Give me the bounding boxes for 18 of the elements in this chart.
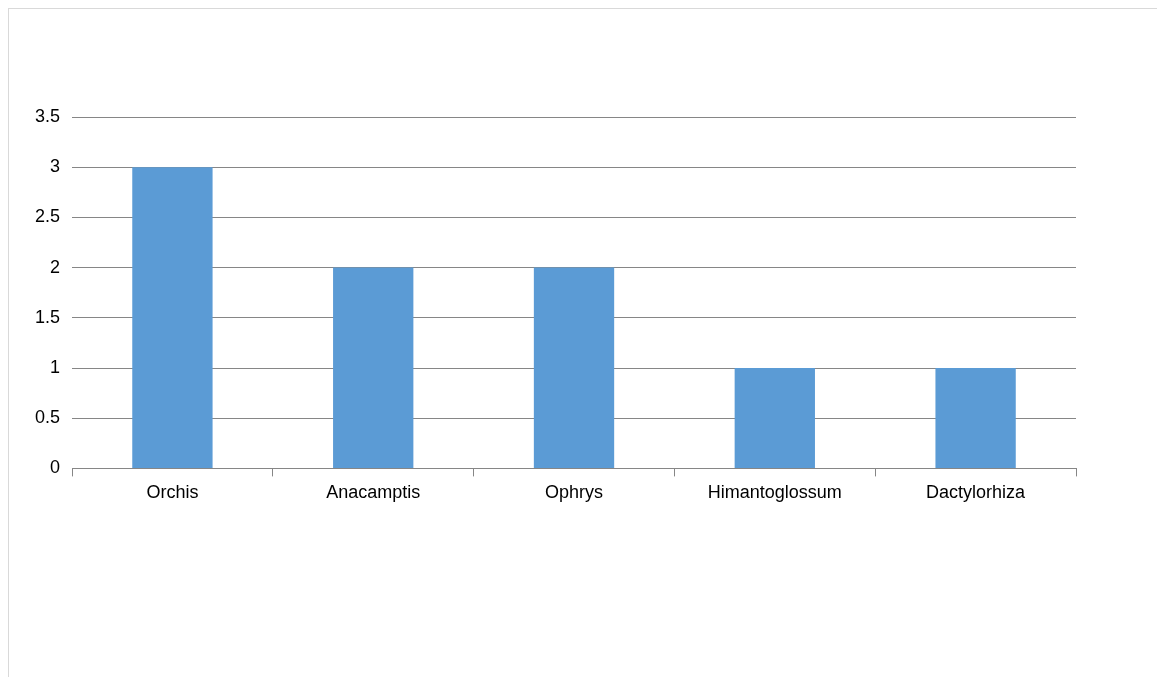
y-tick-label: 1 bbox=[50, 356, 61, 377]
y-tick-label: 1.5 bbox=[34, 306, 61, 327]
bar bbox=[533, 267, 615, 468]
bar bbox=[132, 167, 213, 468]
x-tick-label: Orchis bbox=[146, 482, 199, 503]
bar bbox=[935, 368, 1016, 468]
y-tick-label: 2.5 bbox=[34, 206, 61, 227]
x-tick-label: Anacamptis bbox=[326, 482, 421, 503]
y-tick-label: 0.5 bbox=[34, 407, 61, 428]
x-tick-label: Himantoglossum bbox=[707, 482, 842, 503]
y-tick-label: 2 bbox=[50, 256, 61, 277]
x-tick-label: Ophrys bbox=[545, 482, 604, 503]
bar bbox=[734, 368, 815, 468]
y-tick-label: 3.5 bbox=[34, 105, 61, 126]
y-tick-label: 0 bbox=[50, 457, 61, 478]
bar bbox=[333, 267, 414, 468]
x-tick-label: Dactylorhiza bbox=[926, 482, 1027, 503]
y-tick-label: 3 bbox=[50, 156, 61, 177]
